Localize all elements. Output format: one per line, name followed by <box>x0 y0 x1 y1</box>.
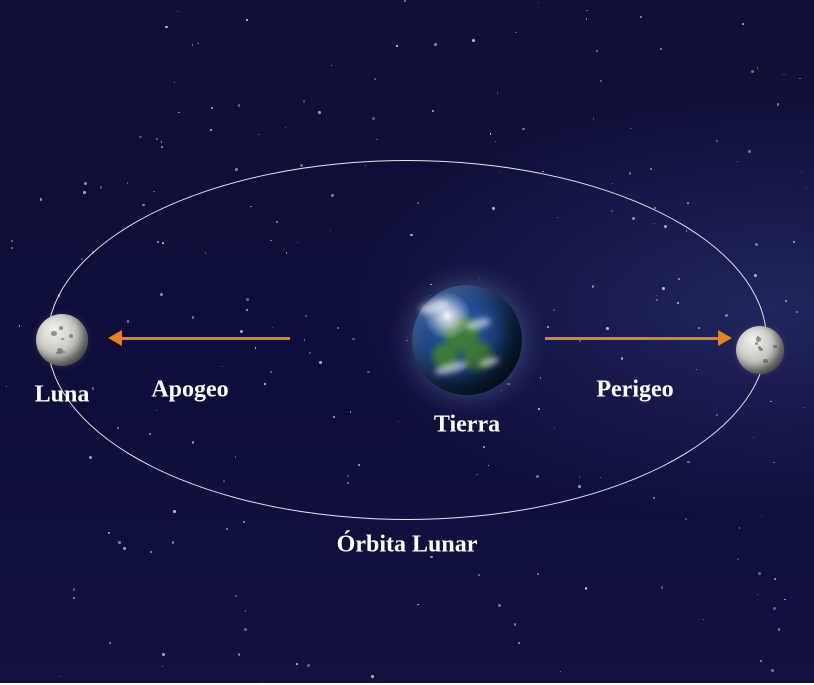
apogee-arrow <box>120 337 290 340</box>
earth <box>412 285 522 395</box>
label-orbita: Órbita Lunar <box>337 532 478 559</box>
perigee-arrow <box>545 337 720 340</box>
moon-perigee <box>736 326 784 374</box>
moon-apogee <box>36 314 88 366</box>
lunar-orbit-ellipse <box>47 160 767 520</box>
label-perigeo: Perigeo <box>596 377 673 404</box>
label-tierra: Tierra <box>434 412 500 439</box>
label-luna: Luna <box>35 382 90 409</box>
label-apogeo: Apogeo <box>151 377 228 404</box>
